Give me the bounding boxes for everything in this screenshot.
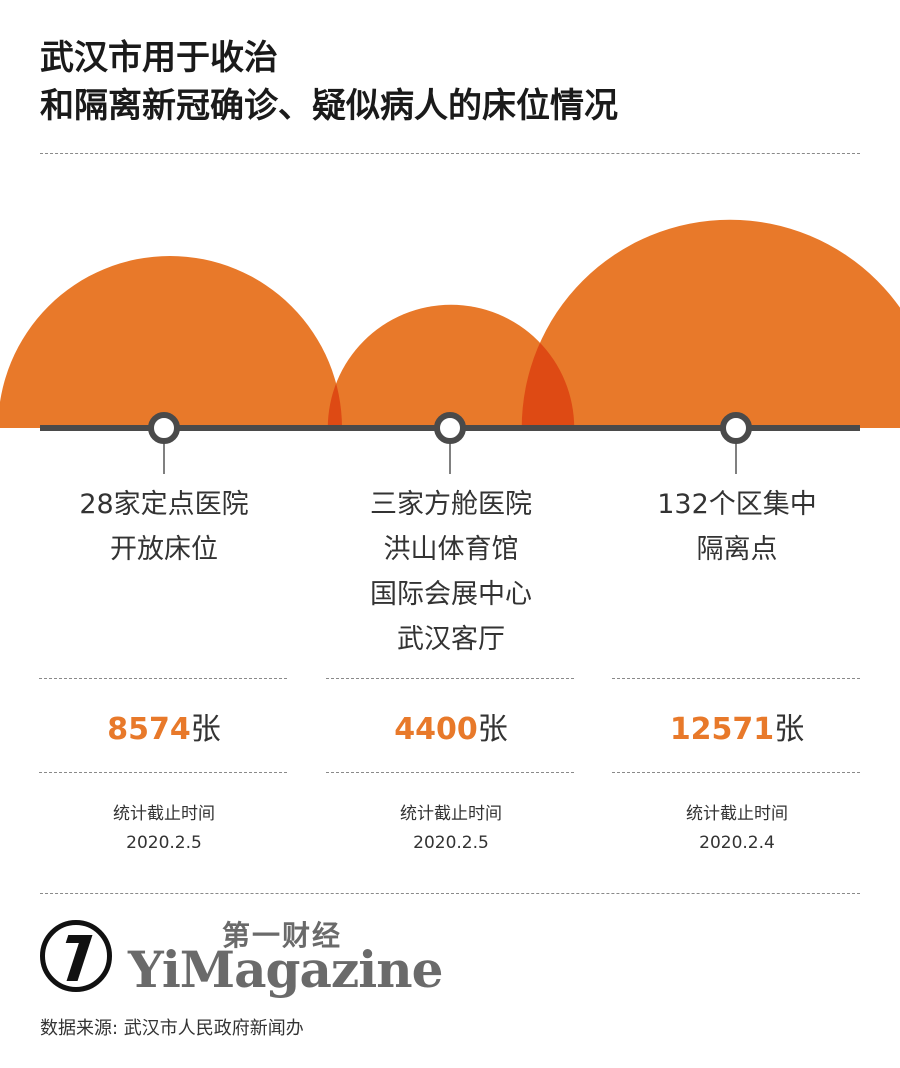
isolation-note: 统计截止时间 2020.2.4 xyxy=(612,800,862,858)
marker-1 xyxy=(434,412,466,444)
hospitals-label: 28家定点医院 开放床位 xyxy=(39,482,289,572)
bubble-2 xyxy=(521,219,900,428)
isolation-value: 12571张 xyxy=(612,710,862,750)
shelter-label-line-4: 武汉客厅 xyxy=(397,624,505,655)
shelter-label: 三家方舱医院 洪山体育馆 国际会展中心 武汉客厅 xyxy=(326,482,576,662)
marker-0 xyxy=(148,412,180,444)
shelter-label-line-2: 洪山体育馆 xyxy=(383,534,519,565)
hospitals-value-unit: 张 xyxy=(190,712,221,747)
hospitals-divider-2 xyxy=(39,772,287,773)
shelter-note: 统计截止时间 2020.2.5 xyxy=(326,800,576,858)
brand-name-en: YiMagazine xyxy=(128,940,443,999)
shelter-value-number: 4400 xyxy=(394,712,478,747)
isolation-value-unit: 张 xyxy=(774,712,805,747)
shelter-note-date: 2020.2.5 xyxy=(413,833,489,853)
hospitals-note: 统计截止时间 2020.2.5 xyxy=(39,800,289,858)
divider-top xyxy=(40,153,860,154)
isolation-note-date: 2020.2.4 xyxy=(699,833,775,853)
shelter-divider-1 xyxy=(326,678,574,679)
chart-title: 武汉市用于收治 和隔离新冠确诊、疑似病人的床位情况 xyxy=(40,34,618,130)
hospitals-divider-1 xyxy=(39,678,287,679)
hospitals-note-date: 2020.2.5 xyxy=(126,833,202,853)
hospitals-label-line-2: 开放床位 xyxy=(110,534,218,565)
isolation-divider-2 xyxy=(612,772,860,773)
isolation-label-line-2: 隔离点 xyxy=(696,534,778,565)
data-source: 数据来源: 武汉市人民政府新闻办 xyxy=(40,1018,304,1039)
shelter-note-label: 统计截止时间 xyxy=(400,804,502,824)
title-line-2: 和隔离新冠确诊、疑似病人的床位情况 xyxy=(40,86,618,126)
title-line-1: 武汉市用于收治 xyxy=(40,38,278,78)
hospitals-label-line-1: 28家定点医院 xyxy=(79,489,249,520)
hospitals-value: 8574张 xyxy=(39,710,289,750)
bubble-0 xyxy=(0,256,342,428)
bubble-chart xyxy=(0,219,900,474)
hospitals-value-number: 8574 xyxy=(107,712,191,747)
marker-2 xyxy=(720,412,752,444)
shelter-value-unit: 张 xyxy=(477,712,508,747)
shelter-divider-2 xyxy=(326,772,574,773)
isolation-label-line-1: 132个区集中 xyxy=(657,489,817,520)
brand-name-cn: 第一财经 xyxy=(222,919,343,952)
bubble-1 xyxy=(327,304,575,428)
divider-bottom xyxy=(40,893,860,894)
isolation-value-number: 12571 xyxy=(669,712,775,747)
isolation-divider-1 xyxy=(612,678,860,679)
shelter-value: 4400张 xyxy=(326,710,576,750)
isolation-label: 132个区集中 隔离点 xyxy=(612,482,862,572)
hospitals-note-label: 统计截止时间 xyxy=(113,804,215,824)
shelter-label-line-3: 国际会展中心 xyxy=(370,579,532,610)
isolation-note-label: 统计截止时间 xyxy=(686,804,788,824)
shelter-label-line-1: 三家方舱医院 xyxy=(370,489,532,520)
yimagazine-logo-icon xyxy=(40,920,112,992)
